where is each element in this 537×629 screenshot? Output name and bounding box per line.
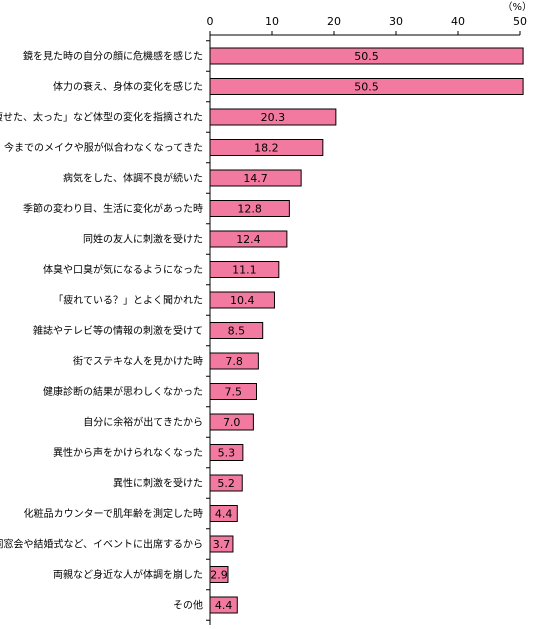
bar	[209, 230, 288, 248]
category-label: 同窓会や結婚式など、イベントに出席するから	[0, 538, 203, 551]
bar	[209, 47, 524, 65]
x-tick-label: 10	[265, 15, 279, 28]
bar	[209, 291, 275, 309]
bar-value-label: 8.5	[228, 325, 246, 338]
category-label: 今までのメイクや服が似合わなくなってきた	[4, 141, 203, 154]
category-label: 季節の変わり目、生活に変化があった時	[23, 202, 203, 215]
category-label: 「痩せた、太った」など体型の変化を指摘された	[0, 111, 203, 124]
bar-value-label: 20.3	[261, 111, 286, 124]
category-label: 鏡を見た時の自分の顔に危機感を感じた	[23, 50, 203, 63]
bar-value-label: 18.2	[254, 142, 279, 155]
bar-value-label: 14.7	[243, 172, 268, 185]
x-tick-label: 30	[389, 15, 403, 28]
category-label: 同姓の友人に刺激を受けた	[83, 233, 203, 246]
category-label: 異性に刺激を受けた	[113, 477, 203, 490]
category-label: 「疲れている？」とよく聞かれた	[53, 294, 203, 307]
bar	[209, 474, 243, 492]
bar-value-label: 7.0	[223, 416, 241, 429]
x-tick-label: 20	[327, 15, 341, 28]
bar	[209, 535, 234, 553]
bar-value-label: 12.4	[236, 233, 261, 246]
bar	[209, 505, 238, 522]
category-label: 街でステキな人を見かけた時	[73, 355, 203, 368]
category-label: 異性から声をかけられなくなった	[53, 446, 203, 459]
bar	[209, 444, 244, 461]
bar-value-label: 10.4	[230, 294, 255, 307]
category-label: 化粧品カウンターで肌年齢を測定した時	[24, 507, 203, 520]
bar-value-label: 4.4	[215, 508, 233, 521]
category-label: 雑誌やテレビ等の情報の刺激を受けて	[33, 324, 203, 337]
x-tick-label: 0	[207, 15, 214, 28]
category-label: 健康診断の結果が思わしくなかった	[43, 385, 203, 398]
bar-value-label: 7.5	[225, 386, 243, 399]
bar-value-label: 50.5	[354, 50, 379, 63]
bar	[209, 596, 238, 614]
x-tick-label: 40	[451, 15, 465, 28]
bar-value-label: 5.3	[218, 447, 236, 460]
bar	[209, 108, 337, 126]
bar-value-label: 11.1	[232, 264, 257, 277]
bar	[209, 261, 280, 278]
bar	[209, 413, 254, 431]
bar-value-label: 4.4	[215, 599, 233, 612]
bar	[209, 139, 324, 156]
bar	[209, 322, 264, 339]
category-label: その他	[173, 599, 203, 612]
category-label: 体力の衰え、身体の変化を感じた	[53, 80, 203, 93]
x-tick-label: 50	[513, 15, 527, 28]
bar	[209, 200, 290, 217]
category-label: 両親など身近な人が体調を崩した	[53, 568, 203, 581]
bar	[209, 352, 259, 370]
bar	[209, 169, 302, 187]
bar	[209, 566, 229, 583]
bar-value-label: 7.8	[225, 355, 243, 368]
bar	[209, 383, 257, 400]
category-label: 病気をした、体調不良が続いた	[63, 172, 203, 185]
unit-label: （%）	[502, 1, 532, 13]
bar-value-label: 50.5	[354, 81, 379, 94]
bar-value-label: 3.7	[213, 538, 231, 551]
category-label: 体臭や口臭が気になるようになった	[43, 263, 203, 276]
bar-value-label: 12.8	[237, 203, 262, 216]
bar	[209, 78, 524, 95]
bar-value-label: 5.2	[217, 477, 235, 490]
bar-value-label: 2.9	[210, 569, 228, 582]
category-label: 自分に余裕が出てきたから	[83, 416, 203, 429]
